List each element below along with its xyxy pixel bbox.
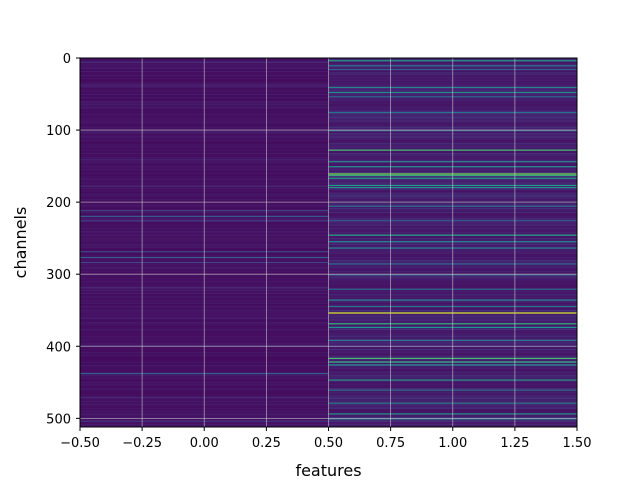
x-tick-label: −0.25 xyxy=(122,436,162,451)
x-tick-label: 0.25 xyxy=(252,436,281,451)
x-tick-label: 1.00 xyxy=(438,436,467,451)
y-axis-label: channels xyxy=(11,207,30,279)
x-tick-label: 1.50 xyxy=(563,436,592,451)
x-axis: −0.50 −0.25 0.00 0.25 0.50 0.75 1.00 1.25 1.50 xyxy=(60,427,591,451)
x-axis-label: features xyxy=(295,461,361,480)
y-axis: 0 100 200 300 400 500 xyxy=(46,52,80,427)
y-tick-label: 0 xyxy=(63,52,71,67)
y-tick-label: 100 xyxy=(46,124,71,139)
x-tick-label: 0.75 xyxy=(376,436,405,451)
y-tick-label: 400 xyxy=(46,340,71,355)
x-tick-label: 1.25 xyxy=(500,436,529,451)
y-tick-label: 300 xyxy=(46,268,71,283)
x-tick-label: 0.00 xyxy=(190,436,219,451)
x-tick-label: 0.50 xyxy=(314,436,343,451)
y-tick-label: 500 xyxy=(46,412,71,427)
x-tick-label: −0.50 xyxy=(60,436,100,451)
y-tick-label: 200 xyxy=(46,196,71,211)
